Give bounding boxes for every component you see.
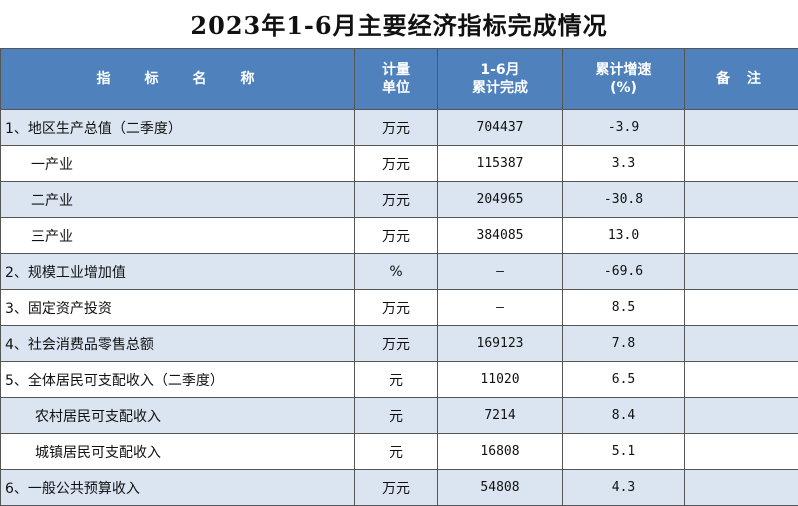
row-name: 二产业 <box>1 182 355 218</box>
row-value: — <box>438 290 563 326</box>
row-name: 2、规模工业增加值 <box>1 254 355 290</box>
row-note <box>685 218 798 254</box>
row-growth: 13.0 <box>563 218 685 254</box>
row-note <box>685 470 798 506</box>
table-row: 一产业 万元 115387 3.3 <box>1 146 798 182</box>
row-unit: 万元 <box>355 470 438 506</box>
header-growth-line1: 累计增速 <box>563 61 684 79</box>
table-row: 三产业 万元 384085 13.0 <box>1 218 798 254</box>
row-value: 54808 <box>438 470 563 506</box>
row-name: 1、地区生产总值（二季度） <box>1 110 355 146</box>
row-name: 一产业 <box>1 146 355 182</box>
row-growth: 4.3 <box>563 470 685 506</box>
page-title: 2023年1-6月主要经济指标完成情况 <box>0 6 798 41</box>
row-name: 3、固定资产投资 <box>1 290 355 326</box>
row-value: 384085 <box>438 218 563 254</box>
row-value: — <box>438 254 563 290</box>
row-note <box>685 398 798 434</box>
header-growth-line2: (%) <box>563 79 684 97</box>
row-note <box>685 362 798 398</box>
row-unit: 万元 <box>355 290 438 326</box>
table-row: 2、规模工业增加值 % — -69.6 <box>1 254 798 290</box>
row-growth: 5.1 <box>563 434 685 470</box>
row-note <box>685 326 798 362</box>
header-value-line1: 1-6月 <box>438 61 562 79</box>
table-row: 6、一般公共预算收入 万元 54808 4.3 <box>1 470 798 506</box>
row-unit: 万元 <box>355 326 438 362</box>
row-value: 7214 <box>438 398 563 434</box>
header-unit-line1: 计量 <box>355 61 437 79</box>
header-unit-line2: 单位 <box>355 79 437 97</box>
row-unit: 元 <box>355 434 438 470</box>
header-note: 备 注 <box>685 49 798 110</box>
header-unit: 计量 单位 <box>355 49 438 110</box>
header-value-line2: 累计完成 <box>438 79 562 97</box>
row-value: 204965 <box>438 182 563 218</box>
row-value: 704437 <box>438 110 563 146</box>
row-unit: 元 <box>355 398 438 434</box>
table-row: 4、社会消费品零售总额 万元 169123 7.8 <box>1 326 798 362</box>
row-note <box>685 146 798 182</box>
row-growth: -69.6 <box>563 254 685 290</box>
row-unit: 万元 <box>355 146 438 182</box>
row-growth: -3.9 <box>563 110 685 146</box>
row-note <box>685 110 798 146</box>
row-unit: 元 <box>355 362 438 398</box>
row-growth: 8.4 <box>563 398 685 434</box>
table-row: 农村居民可支配收入 元 7214 8.4 <box>1 398 798 434</box>
header-cumulative-value: 1-6月 累计完成 <box>438 49 563 110</box>
row-growth: 6.5 <box>563 362 685 398</box>
row-unit: 万元 <box>355 218 438 254</box>
row-name: 城镇居民可支配收入 <box>1 434 355 470</box>
table-row: 城镇居民可支配收入 元 16808 5.1 <box>1 434 798 470</box>
row-value: 16808 <box>438 434 563 470</box>
row-value: 169123 <box>438 326 563 362</box>
row-name: 三产业 <box>1 218 355 254</box>
row-unit: 万元 <box>355 182 438 218</box>
row-note <box>685 434 798 470</box>
row-growth: 8.5 <box>563 290 685 326</box>
header-indicator-name: 指标名称 <box>1 49 355 110</box>
row-growth: -30.8 <box>563 182 685 218</box>
row-name: 5、全体居民可支配收入（二季度） <box>1 362 355 398</box>
header-growth: 累计增速 (%) <box>563 49 685 110</box>
row-name: 6、一般公共预算收入 <box>1 470 355 506</box>
table-row: 二产业 万元 204965 -30.8 <box>1 182 798 218</box>
row-name: 4、社会消费品零售总额 <box>1 326 355 362</box>
row-unit: % <box>355 254 438 290</box>
table-row: 1、地区生产总值（二季度） 万元 704437 -3.9 <box>1 110 798 146</box>
header-indicator-name-text: 指标名称 <box>67 71 289 87</box>
indicator-table: 指标名称 计量 单位 1-6月 累计完成 累计增速 (%) 备 注 1、地区生产… <box>0 48 798 506</box>
row-note <box>685 290 798 326</box>
row-note <box>685 254 798 290</box>
row-value: 11020 <box>438 362 563 398</box>
row-growth: 3.3 <box>563 146 685 182</box>
row-unit: 万元 <box>355 110 438 146</box>
table-header-row: 指标名称 计量 单位 1-6月 累计完成 累计增速 (%) 备 注 <box>1 49 798 110</box>
table-row: 5、全体居民可支配收入（二季度） 元 11020 6.5 <box>1 362 798 398</box>
row-value: 115387 <box>438 146 563 182</box>
row-name: 农村居民可支配收入 <box>1 398 355 434</box>
row-note <box>685 182 798 218</box>
row-growth: 7.8 <box>563 326 685 362</box>
table-row: 3、固定资产投资 万元 — 8.5 <box>1 290 798 326</box>
